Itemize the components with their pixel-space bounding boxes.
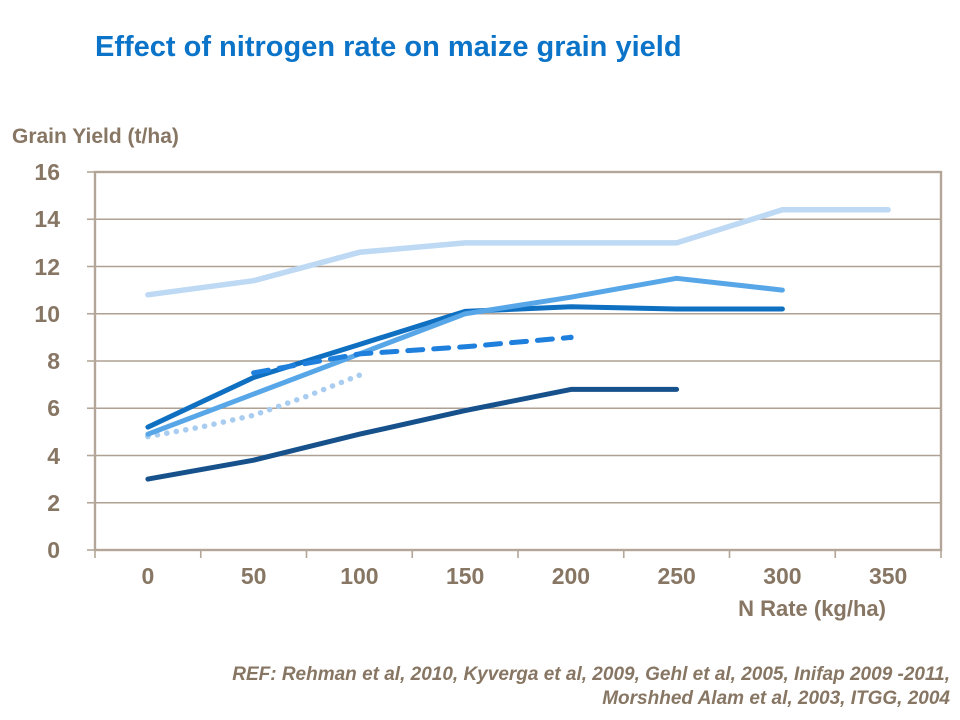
series-line-pale-blue-dotted [145,372,363,440]
y-tick-label: 4 [47,442,60,469]
series-line-navy-solid [145,386,680,482]
series-line-bright-blue-dashed [251,334,574,376]
y-tick-label: 8 [47,348,60,374]
y-axis-title: Grain Yield (t/ha) [12,125,179,148]
x-tick-label: 200 [551,563,591,589]
x-tick-label: 150 [445,563,485,589]
y-tick-label: 12 [34,253,60,280]
x-tick-label: 50 [240,563,267,589]
y-tick-label: 0 [47,537,60,563]
x-tick-label: 100 [340,563,379,589]
chart-title: Effect of nitrogen rate on maize grain y… [95,31,682,63]
x-tick-label: 250 [657,563,696,589]
reference-text: REF: Rehman et al, 2010, Kyverga et al, … [232,663,950,711]
x-tick-label: 300 [763,563,802,589]
reference-line-1: REF: Rehman et al, 2010, Kyverga et al, … [232,664,950,685]
y-tick-label: 16 [34,159,60,185]
x-axis-title: N Rate (kg/ha) [738,596,886,621]
x-tick-label: 350 [868,563,908,589]
y-tick-label: 2 [47,489,60,516]
series-line-pale-blue-solid [145,207,891,298]
reference-line-2: Morshhed Alam et al, 2003, ITGG, 2004 [602,688,950,709]
series-line-sky-blue-solid [145,275,785,437]
series-end-dot-bright-blue-dashed [568,334,574,341]
y-tick-label: 14 [34,206,60,233]
x-tick-label: 0 [141,563,155,589]
y-tick-label: 6 [47,395,60,422]
y-tick-label: 10 [34,300,60,327]
